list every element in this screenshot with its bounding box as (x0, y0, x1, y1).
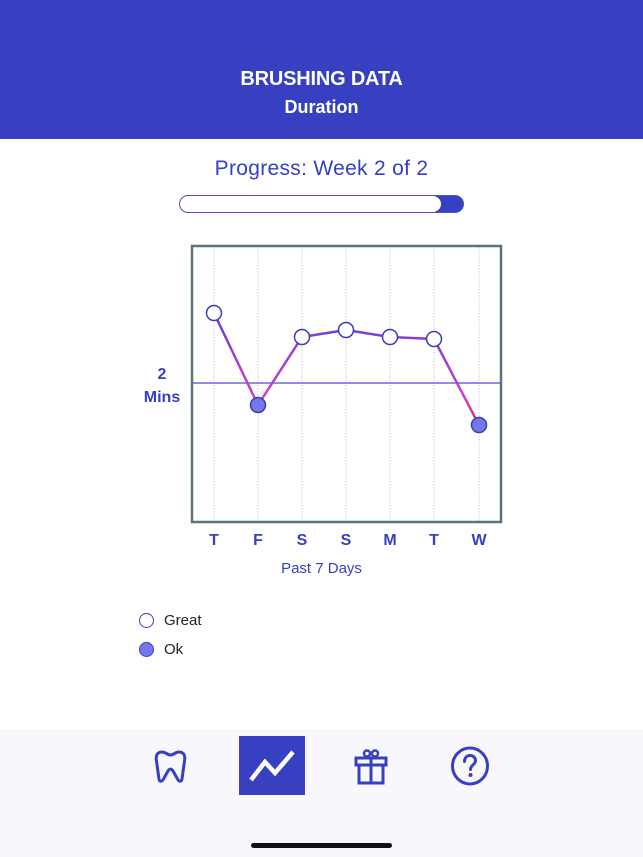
hollow-circle-icon (139, 613, 154, 628)
chart-border (190, 244, 503, 524)
bottom-tab-bar (0, 729, 643, 857)
progress-bar-remaining (180, 196, 441, 212)
page-subtitle: Duration (284, 97, 359, 117)
tab-data[interactable] (239, 736, 305, 795)
y-axis-label: 2 Mins (136, 363, 188, 409)
x-tick-label: T (209, 532, 219, 549)
progress-label: Progress: Week 2 of 2 (214, 157, 429, 180)
tab-rewards[interactable] (338, 736, 404, 795)
legend-label: Ok (164, 641, 184, 658)
x-tick-label: S (340, 532, 352, 549)
header-bar: BRUSHING DATA Duration (0, 0, 643, 139)
legend-label: Great (164, 612, 202, 629)
x-tick-label: F (253, 532, 263, 549)
x-tick-label: M (383, 532, 397, 549)
home-indicator[interactable] (251, 843, 392, 848)
tab-help[interactable] (437, 736, 503, 795)
chart-plot (190, 244, 503, 524)
tab-brushing[interactable] (139, 736, 205, 795)
vertical-gridlines (213, 247, 480, 521)
trend-chart-icon (249, 750, 295, 781)
x-tick-label: S (296, 532, 308, 549)
point-great (425, 330, 443, 348)
x-tick-label: T (429, 532, 439, 549)
question-circle-icon (451, 746, 489, 785)
page-title: BRUSHING DATA (240, 68, 403, 90)
data-points (205, 304, 488, 434)
legend-item-great: Great (139, 606, 202, 635)
chart-legend: Great Ok (139, 606, 202, 664)
gift-icon (354, 748, 388, 784)
point-ok (249, 396, 267, 414)
y-axis-value: 2 (157, 366, 167, 383)
y-axis-unit: Mins (143, 389, 181, 406)
filled-circle-icon (139, 642, 154, 657)
point-great (337, 321, 355, 339)
point-great (381, 328, 399, 346)
legend-item-ok: Ok (139, 635, 202, 664)
point-great (205, 304, 223, 322)
x-axis-title: Past 7 Days (281, 560, 362, 577)
tooth-icon (154, 750, 187, 783)
point-ok (470, 416, 488, 434)
progress-bar (179, 195, 464, 213)
duration-chart: 2 Mins T F S S M T W Past 7 Days (136, 244, 503, 577)
x-tick-label: W (471, 532, 487, 549)
point-great (293, 328, 311, 346)
